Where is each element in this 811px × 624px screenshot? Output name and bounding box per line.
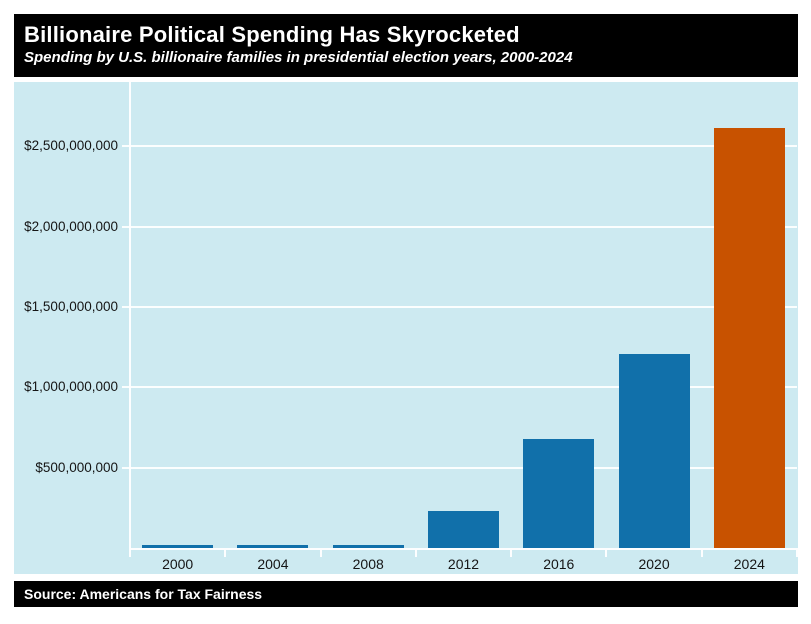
x-axis-tick-label: 2008 — [352, 556, 384, 572]
y-axis-tick — [122, 466, 130, 469]
y-axis-tick — [122, 145, 130, 148]
x-axis-tick-label: 2012 — [447, 556, 480, 572]
plot-area: $500,000,000 $1,000,000,000 $1,500,000,000… — [14, 82, 798, 574]
y-axis-tick-label: $2,000,000,000 — [24, 218, 118, 234]
x-axis-tick-label: 2000 — [162, 556, 194, 572]
x-axis-tick-label: 2024 — [733, 556, 765, 572]
source-text: Source: Americans for Tax Fairness — [24, 586, 263, 602]
x-axis-tick — [605, 550, 608, 557]
chart-subtitle: Spending by U.S. billionaire families in… — [24, 49, 573, 66]
gridline — [130, 145, 797, 148]
y-axis-tick-label: $1,000,000,000 — [24, 379, 118, 395]
y-axis-tick-label: $1,500,000,000 — [24, 298, 118, 314]
bar-2012 — [428, 510, 499, 548]
x-axis-tick — [129, 550, 131, 557]
source-footer: Source: Americans for Tax Fairness — [14, 581, 798, 607]
x-axis-tick-label: 2016 — [543, 556, 575, 572]
bar-2016 — [523, 438, 595, 548]
gridline — [130, 466, 797, 469]
bar-2008 — [332, 545, 404, 548]
bar-2000 — [142, 545, 214, 548]
x-axis-tick-label: 2020 — [638, 556, 670, 572]
chart-title: Billionaire Political Spending Has Skyro… — [24, 22, 520, 47]
x-axis-tick — [700, 550, 703, 557]
y-axis-tick-label: $2,500,000,000 — [24, 138, 118, 154]
y-axis-line — [129, 82, 131, 550]
chart-panel: $500,000,000 $1,000,000,000 $1,500,000,000… — [14, 82, 798, 574]
y-axis-tick-label: $500,000,000 — [35, 459, 118, 475]
x-axis-tick — [414, 550, 417, 557]
y-axis-tick — [122, 305, 130, 308]
x-axis-tick — [796, 550, 798, 557]
x-axis-tick — [510, 550, 513, 557]
x-axis-tick — [224, 550, 227, 557]
y-axis-tick — [122, 386, 130, 389]
bar-2020 — [618, 353, 690, 548]
gridline — [130, 386, 797, 389]
x-axis-line — [130, 548, 798, 550]
gridline — [130, 305, 797, 308]
gridline — [130, 225, 797, 228]
bar-2004 — [237, 545, 309, 548]
x-axis-tick-label: 2004 — [257, 556, 289, 572]
x-axis-tick — [319, 550, 322, 557]
bar-2024 — [713, 127, 785, 548]
chart-header: Billionaire Political Spending Has Skyro… — [14, 14, 798, 77]
y-axis-tick — [122, 225, 130, 228]
